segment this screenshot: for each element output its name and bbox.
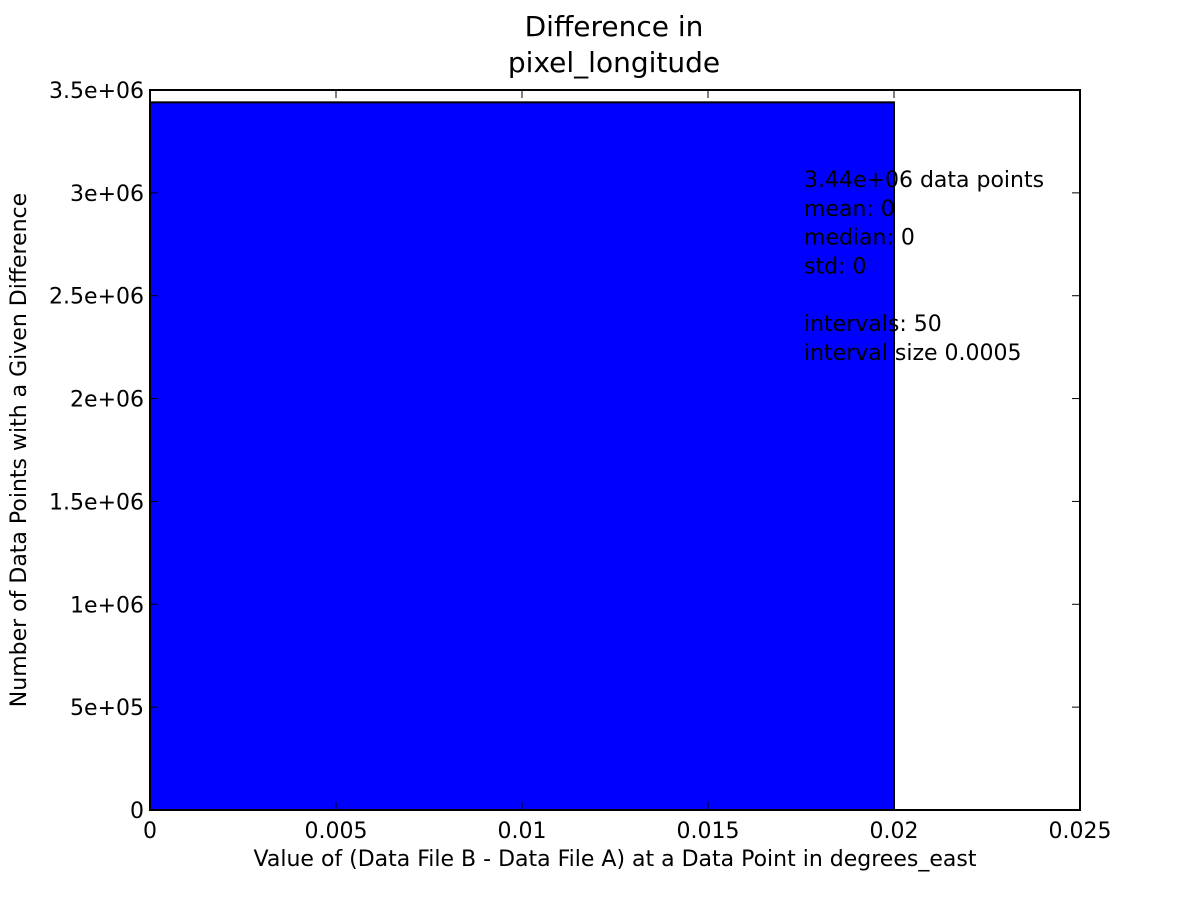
- y-tick-label: 2e+06: [70, 388, 144, 413]
- x-axis-label: Value of (Data File B - Data File A) at …: [254, 847, 977, 872]
- y-tick-label: 2.5e+06: [49, 285, 144, 310]
- annotation-line: intervals: 50: [804, 312, 942, 337]
- y-axis-label: Number of Data Points with a Given Diffe…: [7, 193, 32, 707]
- chart-title-line-1: Difference in: [525, 10, 704, 43]
- y-tick-label: 0: [130, 799, 144, 824]
- ticks-layer: [149, 89, 1081, 811]
- plot-frame: [149, 89, 1081, 811]
- y-tick-label: 1.5e+06: [49, 490, 144, 515]
- annotation-line: std: 0: [804, 254, 866, 279]
- x-tick-label: 0.005: [305, 819, 368, 844]
- x-tick-label: 0.015: [677, 819, 740, 844]
- histogram-bar: [149, 101, 895, 812]
- tick-labels: 0 0.005 0.01 0.015 0.02 0.025 0 5e+05 1e+06 1.5e+…: [49, 79, 1111, 844]
- annotation-line: median: 0: [804, 226, 915, 251]
- x-tick-label: 0: [143, 819, 157, 844]
- x-tick-label: 0.02: [870, 819, 919, 844]
- chart-title-line-2: pixel_longitude: [508, 46, 720, 79]
- y-tick-label: 1e+06: [70, 593, 144, 618]
- annotation-line: 3.44e+06 data points: [804, 168, 1044, 193]
- x-tick-label: 0.025: [1049, 819, 1112, 844]
- y-tick-label: 5e+05: [70, 696, 144, 721]
- x-tick-label: 0.01: [498, 819, 547, 844]
- y-tick-label: 3e+06: [70, 182, 144, 207]
- annotation-line: interval size 0.0005: [804, 341, 1022, 366]
- stats-annotation: 3.44e+06 data points mean: 0 median: 0 std:…: [804, 168, 1044, 366]
- bars-layer: [149, 101, 895, 812]
- annotation-line: mean: 0: [804, 197, 895, 222]
- y-tick-label: 3.5e+06: [49, 79, 144, 104]
